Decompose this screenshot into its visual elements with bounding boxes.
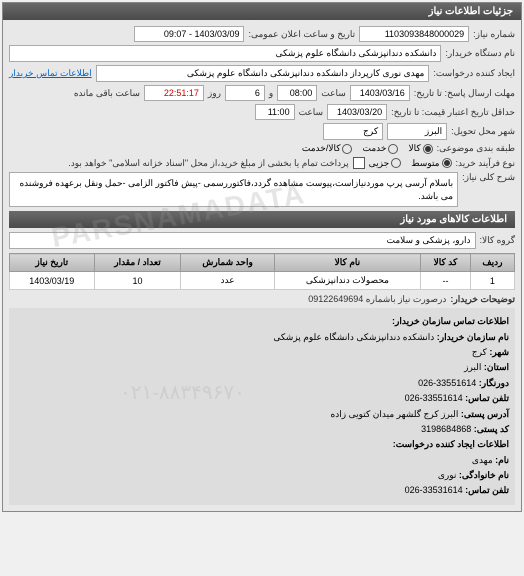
creator-phone-label: تلفن تماس: <box>465 485 509 495</box>
fax-value: 33551614-026 <box>418 378 476 388</box>
lname-label: نام خانوادگی: <box>459 470 509 480</box>
fname-value: مهدی <box>472 455 493 465</box>
cell-code: -- <box>421 272 471 290</box>
desc-label: شرح کلی نیاز: <box>462 172 515 183</box>
buyer-name-value: دانشکده دندانپزشکی دانشگاه علوم پزشکی <box>9 45 441 62</box>
th-code: کد کالا <box>421 254 471 272</box>
contact-province: البرز <box>464 362 481 372</box>
buyer-notes-label: توضیحات خریدار: <box>450 294 515 305</box>
contact-title: اطلاعات تماس سازمان خریدار: <box>15 314 509 328</box>
contact-section: اطلاعات تماس سازمان خریدار: نام سازمان خ… <box>9 308 515 505</box>
lname-value: نوری <box>438 470 457 480</box>
cell-unit: عدد <box>181 272 274 290</box>
need-no-label: شماره نیاز: <box>473 29 515 40</box>
table-header-row: ردیف کد کالا نام کالا واحد شمارش تعداد /… <box>10 254 515 272</box>
table-row: 1 -- محصولات دندانپزشکی عدد 10 1403/03/1… <box>10 272 515 290</box>
city-value: کرج <box>323 123 383 140</box>
remain-days: 6 <box>225 85 265 101</box>
contact-city-label: شهر: <box>489 347 509 357</box>
creator-phone-value: 33531614-026 <box>405 485 463 495</box>
goods-table: ردیف کد کالا نام کالا واحد شمارش تعداد /… <box>9 253 515 290</box>
need-type-label: طبقه بندی موضوعی: <box>437 143 515 154</box>
deadline-send-time: 08:00 <box>277 85 317 101</box>
radio-partial[interactable]: جزیی <box>369 158 402 169</box>
process-label: نوع فرآیند خرید: <box>456 158 516 169</box>
buyer-contact-link[interactable]: اطلاعات تماس خریدار <box>9 68 92 79</box>
buyer-name-label: نام دستگاه خریدار: <box>445 48 515 59</box>
remain-suffix: ساعت باقی مانده <box>74 88 140 99</box>
deadline-send-label: مهلت ارسال پاسخ: تا تاریخ: <box>414 88 515 99</box>
city-label: شهر محل تحویل: <box>451 126 515 137</box>
desc-text: باسلام آرسی پرپ موردنیازاست،پیوست مشاهده… <box>9 172 458 207</box>
th-qty: تعداد / مقدار <box>94 254 181 272</box>
time-label-1: ساعت <box>321 88 346 99</box>
org-value: دانشکده دندانپزشکی دانشگاه علوم پزشکی <box>273 332 434 342</box>
goods-section-title: اطلاعات کالاهای مورد نیاز <box>9 211 515 228</box>
requester-value: مهدی نوری کارپرداز دانشکده دندانپزشکی دا… <box>96 65 430 82</box>
panel-title: جزئیات اطلاعات نیاز <box>3 3 521 20</box>
radio-medium[interactable]: متوسط <box>411 158 451 169</box>
radio-dot-icon <box>388 144 398 154</box>
phone-label: تلفن تماس: <box>465 393 509 403</box>
cell-name: محصولات دندانپزشکی <box>274 272 420 290</box>
cell-date: 1403/03/19 <box>10 272 95 290</box>
cell-row: 1 <box>470 272 514 290</box>
fax-label: دورنگار: <box>479 378 509 388</box>
valid-until-time: 11:00 <box>255 104 295 120</box>
radio-dot-icon <box>342 144 352 154</box>
address-label: آدرس پستی: <box>461 409 509 419</box>
radio-service[interactable]: خدمت <box>362 143 398 154</box>
time-label-2: ساعت <box>299 107 324 118</box>
cell-qty: 10 <box>94 272 181 290</box>
buyer-notes-text: درصورت نیاز باشماره 09122649694 <box>308 294 446 305</box>
treasury-checkbox[interactable] <box>353 157 365 169</box>
deadline-send-date: 1403/03/16 <box>350 85 410 101</box>
valid-until-label: حداقل تاریخ اعتبار قیمت: تا تاریخ: <box>391 107 515 118</box>
fname-label: نام: <box>495 455 509 465</box>
panel-body: شماره نیاز: 1103093848000029 تاریخ و ساع… <box>3 20 521 511</box>
postal-label: کد پستی: <box>474 424 509 434</box>
details-panel: جزئیات اطلاعات نیاز شماره نیاز: 11030938… <box>2 2 522 512</box>
requester-label: ایجاد کننده درخواست: <box>433 68 515 79</box>
need-type-radios: کالا خدمت کالا/خدمت <box>302 143 433 154</box>
address-value: البرز کرج گلشهر میدان کتویی زاده <box>331 409 459 419</box>
group-label: گروه کالا: <box>480 235 515 246</box>
postal-value: 3198684868 <box>421 424 471 434</box>
org-label: نام سازمان خریدار: <box>437 332 509 342</box>
th-unit: واحد شمارش <box>181 254 274 272</box>
province-value: البرز <box>387 123 447 140</box>
remain-and: و <box>269 88 273 99</box>
remain-time: 22:51:17 <box>144 85 204 101</box>
announce-value: 1403/03/09 - 09:07 <box>134 26 244 42</box>
radio-goods[interactable]: کالا <box>408 143 432 154</box>
process-radios: متوسط جزیی <box>369 158 452 169</box>
contact-province-label: استان: <box>484 362 509 372</box>
radio-dot-icon <box>442 158 452 168</box>
th-name: نام کالا <box>274 254 420 272</box>
th-date: تاریخ نیاز <box>10 254 95 272</box>
group-value: دارو، پزشکی و سلامت <box>9 232 476 249</box>
need-no-value: 1103093848000029 <box>359 26 469 42</box>
phone-value: 33551614-026 <box>405 393 463 403</box>
contact-city: کرج <box>472 347 487 357</box>
day-label: روز <box>208 88 221 99</box>
th-row: ردیف <box>470 254 514 272</box>
radio-dot-icon <box>423 144 433 154</box>
valid-until-date: 1403/03/20 <box>327 104 387 120</box>
announce-label: تاریخ و ساعت اعلان عمومی: <box>248 29 355 40</box>
radio-goods-service[interactable]: کالا/خدمت <box>302 143 353 154</box>
creator-title: اطلاعات ایجاد کننده درخواست: <box>15 437 509 451</box>
radio-dot-icon <box>391 158 401 168</box>
pay-note: پرداخت تمام یا بخشی از مبلغ خرید،از محل … <box>68 158 348 169</box>
